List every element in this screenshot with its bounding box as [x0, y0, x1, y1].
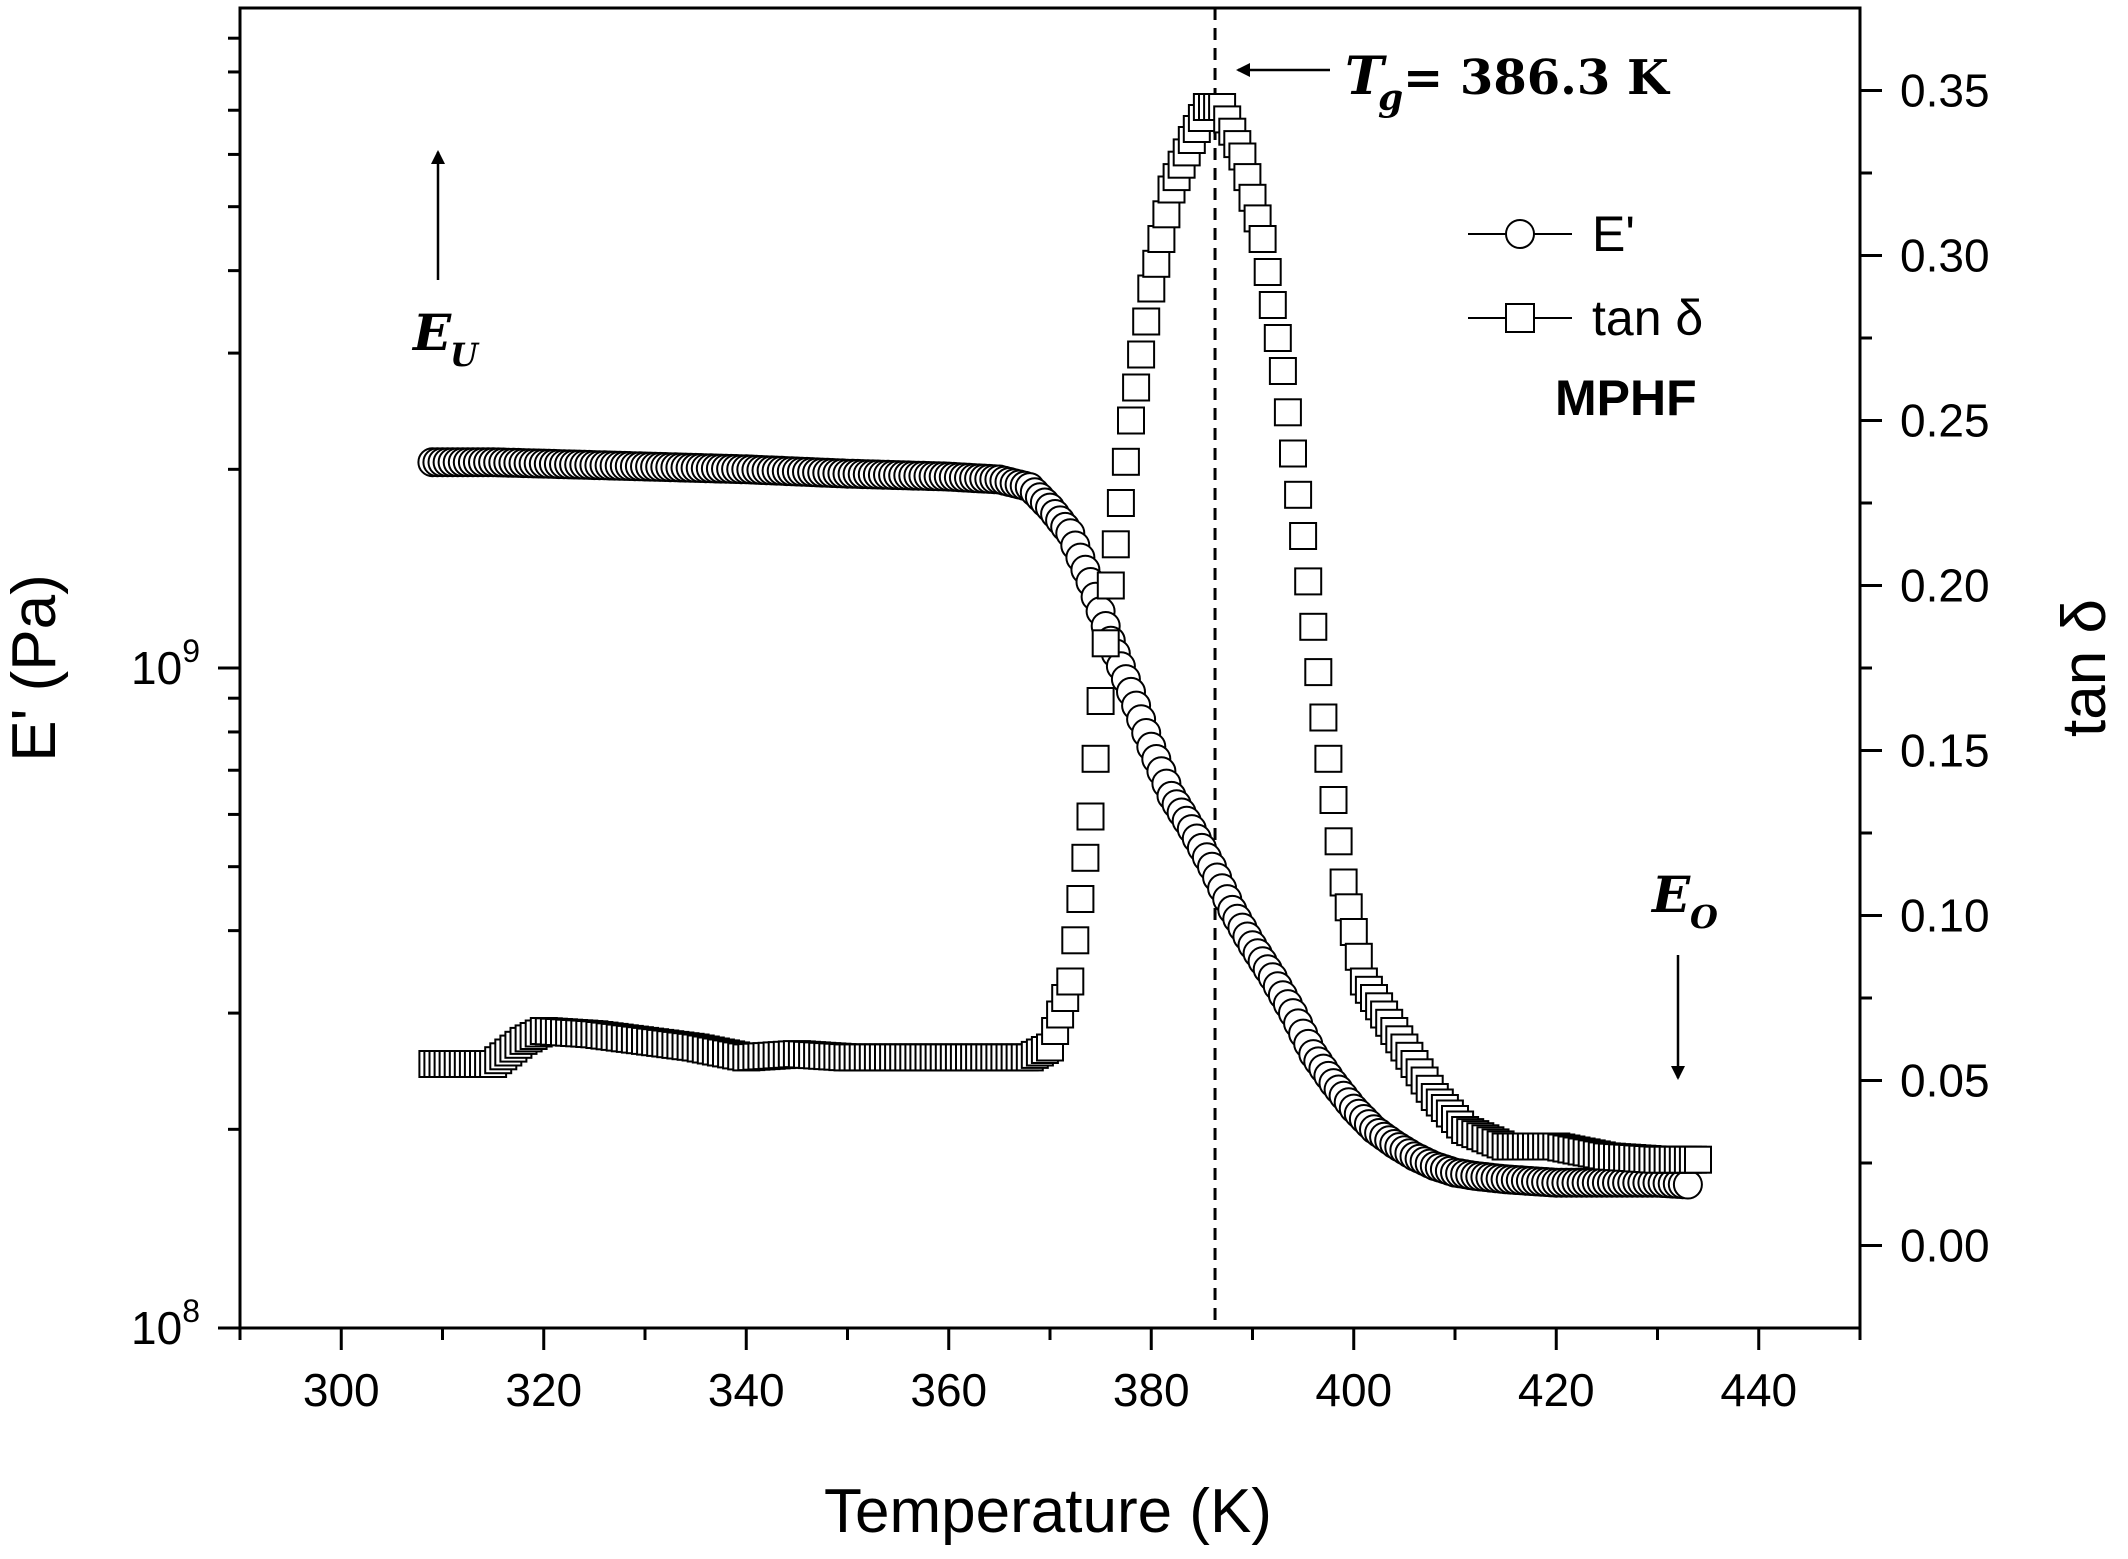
legend-marker-e-prime [1505, 219, 1535, 249]
y-right-tick-label: 0.25 [1900, 395, 1990, 447]
tan-delta-point [1329, 868, 1358, 897]
tan-delta-point [1152, 200, 1181, 229]
tan-delta-point [1339, 918, 1368, 946]
tan-delta-point [1137, 274, 1166, 303]
y-left-axis-title: E' (Pa) [0, 574, 69, 762]
legend: E' tan δ MPHF [1468, 206, 1703, 426]
tan-delta-point [1106, 489, 1135, 517]
tan-delta-point [1319, 786, 1348, 814]
x-tick-label: 420 [1518, 1364, 1595, 1416]
tan-delta-point [1314, 744, 1343, 773]
y-left-tick-label: 108 [131, 1293, 200, 1354]
legend-label-e-prime: E' [1592, 206, 1635, 262]
y-right-axis-ticks: 0.00 0.05 0.10 0.15 0.20 0.25 0.30 0.35 [1860, 65, 1990, 1272]
tan-delta-point [1127, 340, 1156, 369]
y-right-tick-label: 0.20 [1900, 560, 1990, 612]
sample-label: MPHF [1555, 370, 1697, 426]
tan-delta-point [1096, 571, 1125, 600]
tg-label: = 386.3 K [1403, 50, 1671, 106]
tan-delta-point [1101, 530, 1130, 559]
tg-symbol: T [1345, 46, 1387, 107]
tan-delta-point [1294, 567, 1323, 596]
tg-annotation: T g = 386.3 K [1236, 46, 1671, 119]
eu-subscript: U [450, 336, 480, 374]
series-e-prime [417, 447, 1703, 1200]
eo-symbol: E [1650, 865, 1691, 924]
y-right-axis-title: tan δ [2050, 599, 2119, 737]
legend-marker-tan-delta [1505, 303, 1535, 333]
tg-subscript: g [1378, 77, 1403, 119]
tan-delta-point [1111, 447, 1140, 476]
series-tan-delta [418, 93, 1712, 1174]
x-axis-ticks: 300 320 340 360 380 400 420 440 [238, 1328, 1862, 1416]
tan-delta-point [1081, 744, 1110, 773]
eu-annotation: E U [411, 150, 480, 374]
tan-delta-point [1334, 893, 1363, 922]
tan-delta-point [1273, 398, 1302, 427]
x-tick-label: 360 [910, 1364, 987, 1416]
tan-delta-point [1299, 612, 1328, 641]
x-tick-label: 300 [303, 1364, 380, 1416]
tan-delta-point [1056, 967, 1085, 996]
tan-delta-point [1086, 687, 1115, 715]
y-right-tick-label: 0.35 [1900, 65, 1990, 117]
x-tick-label: 320 [505, 1364, 582, 1416]
eo-subscript: O [1690, 898, 1718, 936]
x-axis-title: Temperature (K) [824, 1477, 1272, 1546]
tan-delta-point [1071, 843, 1100, 872]
tan-delta-point [1248, 225, 1277, 253]
tan-delta-point [1309, 703, 1338, 732]
tan-delta-point [1258, 291, 1287, 319]
y-left-axis-ticks: 108 109 [131, 36, 240, 1354]
tan-delta-point [1263, 324, 1292, 352]
tan-delta-point [1253, 258, 1282, 286]
tan-delta-point [1289, 522, 1318, 550]
tan-delta-point [1279, 439, 1307, 468]
tan-delta-point [1147, 225, 1176, 253]
y-right-tick-label: 0.05 [1900, 1055, 1990, 1107]
tan-delta-point [1324, 827, 1353, 856]
tan-delta-point [1142, 249, 1171, 278]
x-tick-label: 340 [708, 1364, 785, 1416]
tan-delta-point [1066, 885, 1095, 913]
x-tick-label: 400 [1315, 1364, 1392, 1416]
tan-delta-point [1268, 357, 1297, 385]
tan-delta-point [1061, 926, 1090, 955]
eo-annotation: E O [1650, 865, 1718, 1080]
tan-delta-point [1091, 629, 1120, 658]
y-right-tick-label: 0.00 [1900, 1220, 1990, 1272]
y-right-tick-label: 0.10 [1900, 890, 1990, 942]
y-left-tick-label: 109 [131, 633, 200, 694]
tan-delta-point [1304, 658, 1333, 687]
x-tick-label: 440 [1720, 1364, 1797, 1416]
e-prime-point [1672, 1169, 1703, 1200]
tan-delta-point [1132, 307, 1161, 336]
tan-delta-point [1117, 406, 1145, 435]
tan-delta-point [1284, 480, 1313, 509]
tan-delta-point [1684, 1145, 1712, 1174]
tan-delta-point [1076, 802, 1105, 831]
x-tick-label: 380 [1113, 1364, 1190, 1416]
tan-delta-point [1122, 373, 1151, 402]
y-right-tick-label: 0.30 [1900, 230, 1990, 282]
legend-label-tan-delta: tan δ [1592, 290, 1703, 346]
y-right-tick-label: 0.15 [1900, 725, 1990, 777]
eu-symbol: E [411, 303, 452, 362]
tan-delta-point [1344, 942, 1373, 971]
